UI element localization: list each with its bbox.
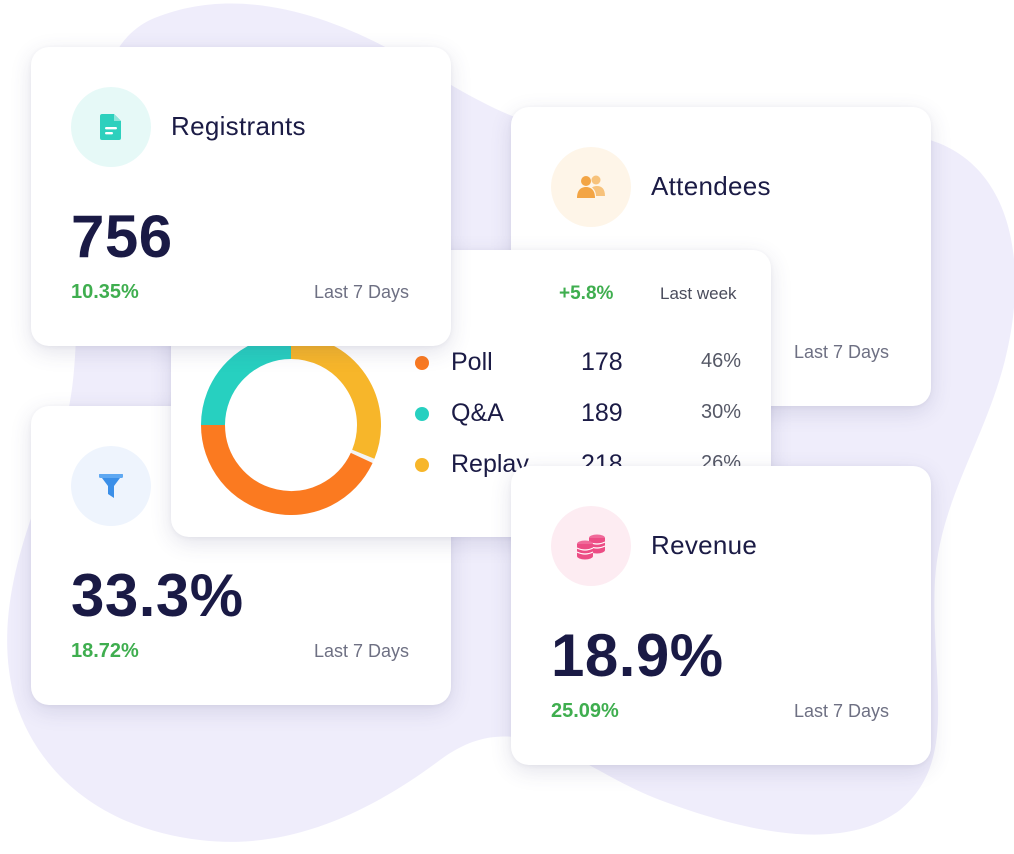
registrants-change: 10.35%: [71, 281, 139, 303]
revenue-period: Last 7 Days: [794, 701, 890, 721]
poll-dot: [415, 356, 429, 370]
conversion-value: 33.3%: [71, 562, 244, 629]
qa-percent: 30%: [700, 401, 741, 423]
qa-count: 189: [581, 399, 623, 427]
conversion-change: 18.72%: [71, 640, 139, 662]
poll-percent: 46%: [700, 350, 741, 372]
registrants-value: 756: [71, 203, 173, 270]
document-icon: [100, 114, 121, 140]
coins-icon: [576, 534, 606, 560]
qa-label: Q&A: [451, 399, 504, 427]
engagement-change: +5.8%: [559, 283, 614, 304]
engagement-period: Last week: [660, 284, 737, 303]
revenue-icon-circle: [551, 506, 631, 586]
conversion-period: Last 7 Days: [314, 641, 410, 661]
registrants-icon-circle: [71, 87, 151, 167]
attendees-icon-circle: [551, 147, 631, 227]
registrants-title: Registrants: [171, 111, 306, 141]
attendees-title: Attendees: [651, 171, 771, 201]
engagement-donut-chart: [201, 335, 381, 515]
attendees-period: Last 7 Days: [794, 342, 890, 362]
donut-segment-replay: [290, 335, 381, 459]
registrants-card: Registrants 756 10.35% Last 7 Days: [31, 47, 451, 346]
poll-label: Poll: [451, 348, 493, 376]
poll-count: 178: [581, 348, 623, 376]
replay-dot: [415, 458, 429, 472]
conversion-icon-circle: [71, 446, 151, 526]
donut-segment-poll: [201, 424, 373, 515]
revenue-title: Revenue: [651, 530, 758, 560]
donut-segment-qa: [201, 335, 292, 426]
revenue-value: 18.9%: [551, 622, 724, 689]
filter-icon: [99, 474, 123, 498]
users-icon: [577, 175, 605, 198]
legend-item-poll: Poll 178 46%: [411, 348, 751, 378]
legend-item-qa: Q&A 189 30%: [411, 399, 751, 429]
registrants-period: Last 7 Days: [314, 282, 410, 302]
revenue-change: 25.09%: [551, 700, 619, 722]
revenue-card: Revenue 18.9% 25.09% Last 7 Days: [511, 466, 931, 765]
qa-dot: [415, 407, 429, 421]
